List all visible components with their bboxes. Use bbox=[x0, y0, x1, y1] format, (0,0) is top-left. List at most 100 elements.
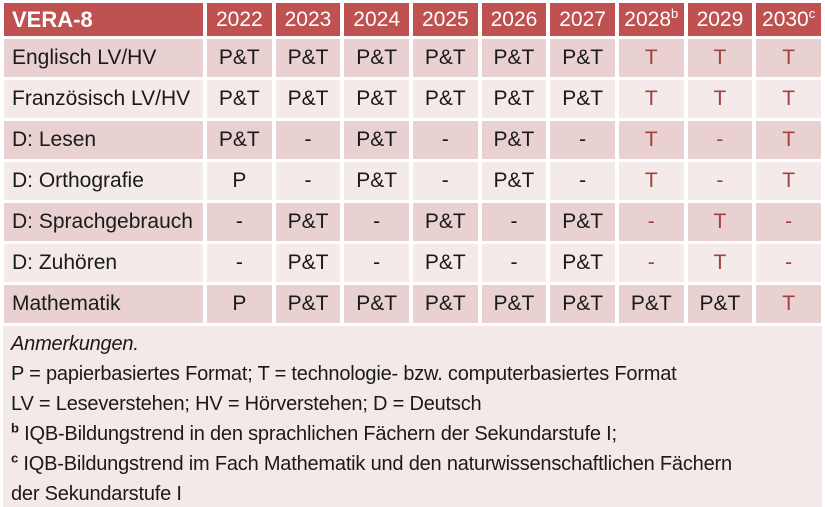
cell: P&T bbox=[344, 80, 409, 118]
cell: - bbox=[275, 121, 341, 159]
table-title: VERA-8 bbox=[4, 3, 203, 36]
cell: T bbox=[756, 39, 821, 77]
footnote-c-marker: c bbox=[11, 450, 19, 466]
row-label: D: Zuhören bbox=[4, 244, 203, 282]
cell: P&T bbox=[275, 203, 341, 241]
cell: - bbox=[618, 203, 684, 241]
cell: P&T bbox=[344, 39, 409, 77]
cell: - bbox=[687, 121, 753, 159]
cell: P bbox=[207, 162, 272, 200]
note-abbreviations: LV = Leseverstehen; HV = Hörverstehen; D… bbox=[11, 393, 482, 415]
cell: P&T bbox=[412, 285, 478, 323]
cell: P&T bbox=[550, 80, 615, 118]
cell: P&T bbox=[412, 203, 478, 241]
cell: P&T bbox=[207, 39, 272, 77]
cell: T bbox=[756, 162, 821, 200]
cell: P&T bbox=[207, 80, 272, 118]
row-label: Französisch LV/HV bbox=[4, 80, 203, 118]
cell: T bbox=[756, 285, 821, 323]
cell: P&T bbox=[275, 244, 341, 282]
cell: - bbox=[207, 203, 272, 241]
cell: P&T bbox=[344, 285, 409, 323]
row-label: Englisch LV/HV bbox=[4, 39, 203, 77]
notes-title: Anmerkungen. bbox=[11, 333, 139, 355]
cell: - bbox=[687, 162, 753, 200]
cell: T bbox=[618, 162, 684, 200]
cell: T bbox=[756, 121, 821, 159]
cell: P&T bbox=[344, 162, 409, 200]
header-row: VERA-8 2022 2023 2024 2025 2026 2027 2028b 2029 2… bbox=[4, 3, 821, 36]
cell: - bbox=[412, 121, 478, 159]
row-label: D: Orthografie bbox=[4, 162, 203, 200]
cell: P&T bbox=[618, 285, 684, 323]
cell: - bbox=[275, 162, 341, 200]
table-row: D: Orthografie P - P&T - P&T - T - T bbox=[4, 162, 821, 200]
cell: P&T bbox=[412, 39, 478, 77]
row-label: D: Sprachgebrauch bbox=[4, 203, 203, 241]
cell: T bbox=[618, 39, 684, 77]
cell: P&T bbox=[412, 244, 478, 282]
cell: P&T bbox=[481, 162, 547, 200]
cell: P&T bbox=[412, 80, 478, 118]
cell: - bbox=[756, 244, 821, 282]
footnote-marker-b: b bbox=[671, 5, 679, 21]
cell: T bbox=[687, 244, 753, 282]
cell: P&T bbox=[481, 39, 547, 77]
cell: T bbox=[687, 80, 753, 118]
cell: P&T bbox=[275, 285, 341, 323]
table-row: Französisch LV/HV P&T P&T P&T P&T P&T P&T T T T bbox=[4, 80, 821, 118]
note-c: c IQB-Bildungstrend im Fach Mathematik u… bbox=[11, 449, 756, 507]
table-row: Englisch LV/HV P&T P&T P&T P&T P&T P&T T T T bbox=[4, 39, 821, 77]
footnote-marker-c: c bbox=[808, 5, 816, 21]
cell: - bbox=[344, 203, 409, 241]
cell: - bbox=[756, 203, 821, 241]
year-header-2030: 2030c bbox=[756, 3, 821, 36]
cell: T bbox=[756, 80, 821, 118]
cell: - bbox=[550, 121, 615, 159]
cell: T bbox=[618, 121, 684, 159]
cell: P bbox=[207, 285, 272, 323]
table-body: Englisch LV/HV P&T P&T P&T P&T P&T P&T T T T Franz… bbox=[4, 39, 821, 323]
cell: - bbox=[481, 203, 547, 241]
year-header-2022: 2022 bbox=[207, 3, 272, 36]
year-header-2024: 2024 bbox=[344, 3, 409, 36]
year-header-2023: 2023 bbox=[275, 3, 341, 36]
cell: P&T bbox=[481, 285, 547, 323]
row-label: D: Lesen bbox=[4, 121, 203, 159]
cell: P&T bbox=[550, 203, 615, 241]
cell: P&T bbox=[481, 121, 547, 159]
note-formats: P = papierbasiertes Format; T = technolo… bbox=[11, 363, 677, 385]
year-header-2028: 2028b bbox=[618, 3, 684, 36]
table-row: D: Sprachgebrauch - P&T - P&T - P&T - T - bbox=[4, 203, 821, 241]
table-row: D: Zuhören - P&T - P&T - P&T - T - bbox=[4, 244, 821, 282]
cell: P&T bbox=[687, 285, 753, 323]
cell: P&T bbox=[207, 121, 272, 159]
cell: T bbox=[618, 80, 684, 118]
note-b: b IQB-Bildungstrend in den sprachlichen … bbox=[11, 419, 814, 449]
cell: P&T bbox=[550, 39, 615, 77]
table-row: D: Lesen P&T - P&T - P&T - T - T bbox=[4, 121, 821, 159]
cell: P&T bbox=[275, 80, 341, 118]
footnote-b-marker: b bbox=[11, 420, 19, 436]
cell: - bbox=[207, 244, 272, 282]
cell: P&T bbox=[550, 285, 615, 323]
year-header-2029: 2029 bbox=[687, 3, 753, 36]
cell: P&T bbox=[275, 39, 341, 77]
cell: - bbox=[550, 162, 615, 200]
vera8-schedule-table: VERA-8 2022 2023 2024 2025 2026 2027 2028b 2029 2… bbox=[4, 3, 821, 323]
year-header-2026: 2026 bbox=[481, 3, 547, 36]
row-label: Mathematik bbox=[4, 285, 203, 323]
note-b-text: IQB-Bildungstrend in den sprachlichen Fä… bbox=[24, 423, 617, 445]
cell: - bbox=[618, 244, 684, 282]
cell: - bbox=[412, 162, 478, 200]
cell: - bbox=[481, 244, 547, 282]
cell: T bbox=[687, 203, 753, 241]
cell: P&T bbox=[550, 244, 615, 282]
cell: - bbox=[344, 244, 409, 282]
cell: P&T bbox=[481, 80, 547, 118]
cell: P&T bbox=[344, 121, 409, 159]
year-header-2027: 2027 bbox=[550, 3, 615, 36]
year-header-2025: 2025 bbox=[412, 3, 478, 36]
cell: T bbox=[687, 39, 753, 77]
